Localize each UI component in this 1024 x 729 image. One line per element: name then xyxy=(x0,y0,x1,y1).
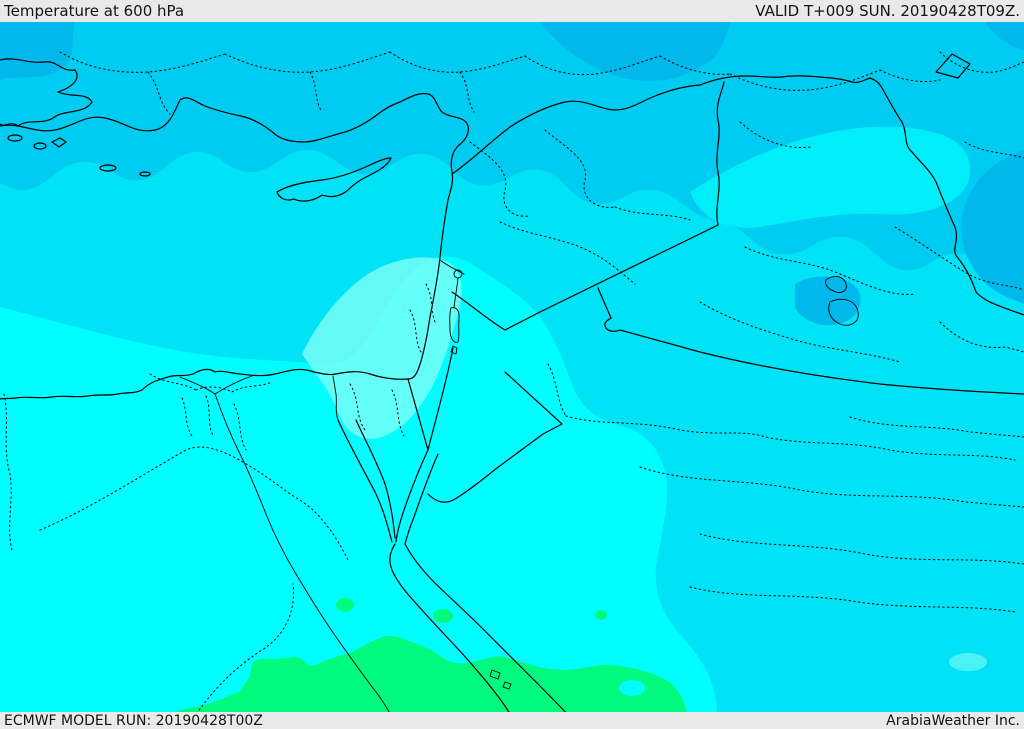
fill-cyan-hole-in-green xyxy=(619,680,645,696)
fill-deepest-blue-top-center xyxy=(540,22,730,81)
fill-deepest-blue-top-right xyxy=(985,22,1024,50)
fill-pale-aqua-levant xyxy=(302,257,462,439)
red-sea-east-shore xyxy=(404,543,567,712)
red-sea-islands xyxy=(489,669,512,690)
map-title: Temperature at 600 hPa xyxy=(4,1,185,20)
iran-dots xyxy=(894,141,1024,353)
nile-delta-branches xyxy=(179,375,253,395)
gulf-of-aqaba-east-shore xyxy=(404,453,439,545)
fill-light-cyan-ne-patch xyxy=(690,126,971,228)
anatolia-levant-egypt-coast xyxy=(0,92,470,400)
dead-sea xyxy=(449,307,460,355)
credit-label: ArabiaWeather Inc. xyxy=(886,712,1020,729)
footer-bar: ECMWF MODEL RUN: 20190428T00Z ArabiaWeat… xyxy=(0,712,1024,729)
gulf-of-suez-east-shore xyxy=(355,419,396,539)
fill-green-island-2 xyxy=(433,609,453,623)
sea-of-galilee xyxy=(453,269,463,279)
aegean-coast xyxy=(0,58,93,127)
red-sea-west-shore xyxy=(389,543,510,712)
fill-deepest-blue-east-edge xyxy=(961,150,1024,304)
syria-dots xyxy=(469,129,691,285)
fill-green-island-3 xyxy=(595,610,607,620)
fill-green-south-egypt xyxy=(176,635,687,712)
egypt-dots xyxy=(3,283,437,712)
gulf-of-suez-west-shore xyxy=(337,419,393,543)
valid-time-label: VALID T+009 SUN. 20190428T09Z. xyxy=(755,1,1020,20)
header-bar: Temperature at 600 hPa VALID T+009 SUN. … xyxy=(0,0,1024,22)
fill-deepest-blue-iraq-blob xyxy=(795,276,861,326)
iraq-dots xyxy=(699,121,916,363)
suez-canal xyxy=(332,375,339,421)
temperature-map-svg xyxy=(0,22,1024,712)
israel-jordan-arava-border xyxy=(427,347,454,451)
jordan-saudi-iraq-tripoint xyxy=(597,287,1024,395)
aegean-islands xyxy=(7,134,151,177)
cyprus-island xyxy=(276,157,392,202)
fill-green-island-1 xyxy=(336,598,354,612)
turkey-syria-iraq-iran-borders xyxy=(451,75,1024,316)
fill-light-ellipse-se xyxy=(949,653,987,671)
jordan-river xyxy=(453,277,459,309)
nile-river xyxy=(214,393,390,712)
turkey-province-dots xyxy=(59,51,1024,115)
fill-deepest-blue-nw xyxy=(0,22,75,80)
lebanon-border xyxy=(439,259,465,275)
iraq-lakes xyxy=(825,276,859,326)
fill-bright-cyan-south xyxy=(0,256,717,712)
israel-egypt-border xyxy=(407,378,429,451)
syria-jordan-border xyxy=(451,291,541,331)
lake-van xyxy=(935,53,971,79)
temperature-fill-layer xyxy=(0,22,1024,712)
saudi-dots xyxy=(547,363,1024,613)
syria-iraq-border xyxy=(539,81,725,313)
model-run-label: ECMWF MODEL RUN: 20190428T00Z xyxy=(4,712,263,729)
jordan-saudi-border xyxy=(427,371,563,503)
map-canvas xyxy=(0,22,1024,712)
gulf-of-aqaba-west-shore xyxy=(395,449,429,543)
dotted-admin-border-layer xyxy=(3,51,1024,712)
coastline-border-layer xyxy=(0,53,1024,712)
